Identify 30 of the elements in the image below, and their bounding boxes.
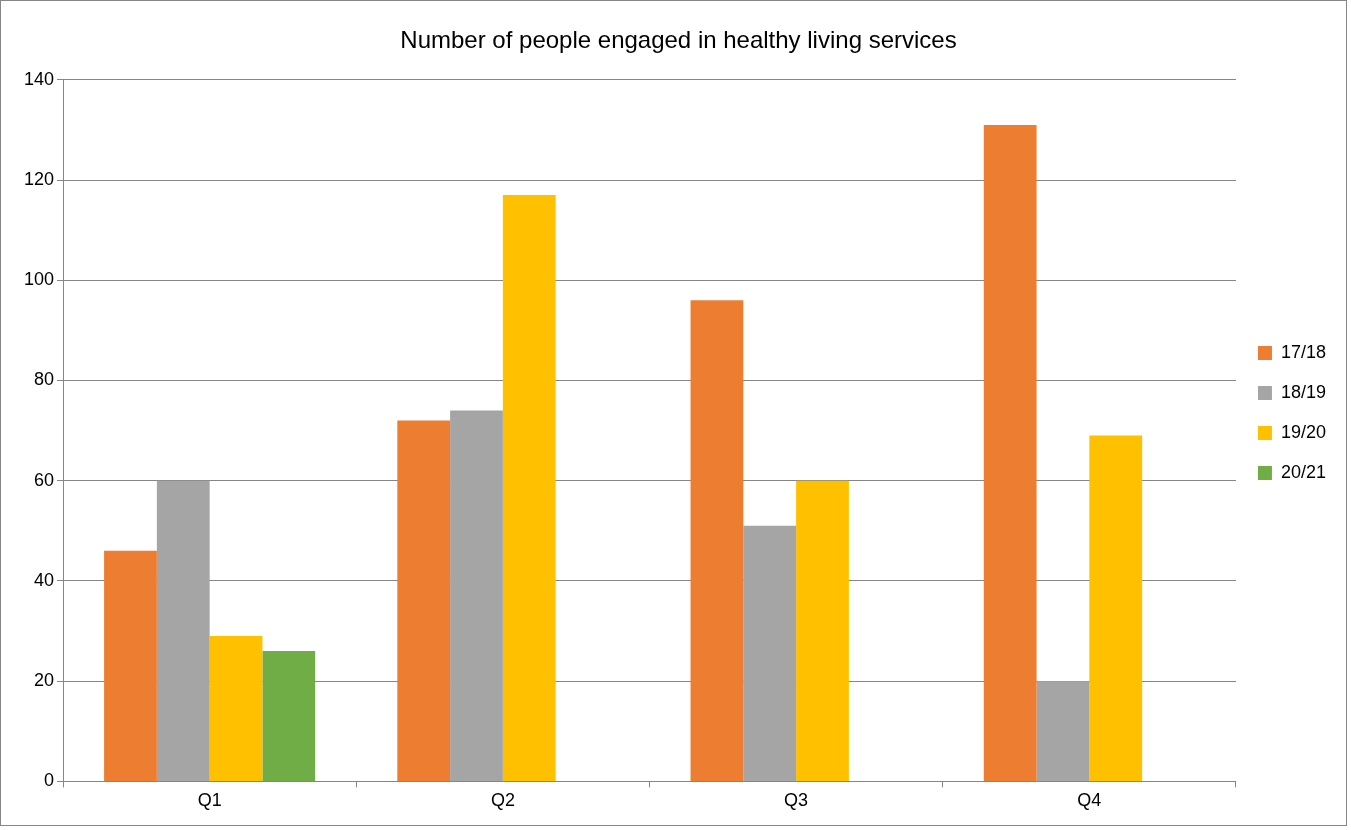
legend-label: 20/21: [1280, 461, 1326, 482]
y-tick-label: 40: [34, 569, 55, 590]
legend-label: 17/18: [1280, 341, 1326, 362]
y-tick-label: 80: [34, 369, 55, 390]
y-tick-label: 60: [34, 469, 55, 490]
x-tick-label: Q3: [784, 790, 809, 811]
legend-label: 19/20: [1280, 421, 1326, 442]
legend-label: 18/19: [1280, 381, 1326, 402]
bar: [262, 651, 316, 781]
bar: [450, 410, 503, 781]
x-tick-label: Q1: [197, 790, 222, 811]
y-tick-label: 100: [23, 269, 55, 290]
chart-title: Number of people engaged in healthy living services: [400, 26, 957, 54]
bar: [1036, 681, 1090, 781]
bar: [397, 420, 451, 781]
x-tick-label: Q2: [490, 790, 515, 811]
bar: [690, 300, 744, 781]
bar: [209, 636, 263, 781]
y-tick-label: 0: [44, 770, 55, 791]
y-tick-label: 120: [23, 169, 55, 189]
bar: [502, 195, 556, 781]
y-tick-label: 140: [23, 68, 55, 89]
bar: [743, 525, 797, 781]
bar: [796, 480, 849, 781]
bar: [156, 480, 210, 781]
bar: [104, 550, 157, 781]
x-tick-label: Q4: [1077, 790, 1102, 811]
y-tick-label: 20: [34, 670, 55, 691]
bar: [983, 124, 1037, 781]
bar: [1089, 435, 1143, 781]
